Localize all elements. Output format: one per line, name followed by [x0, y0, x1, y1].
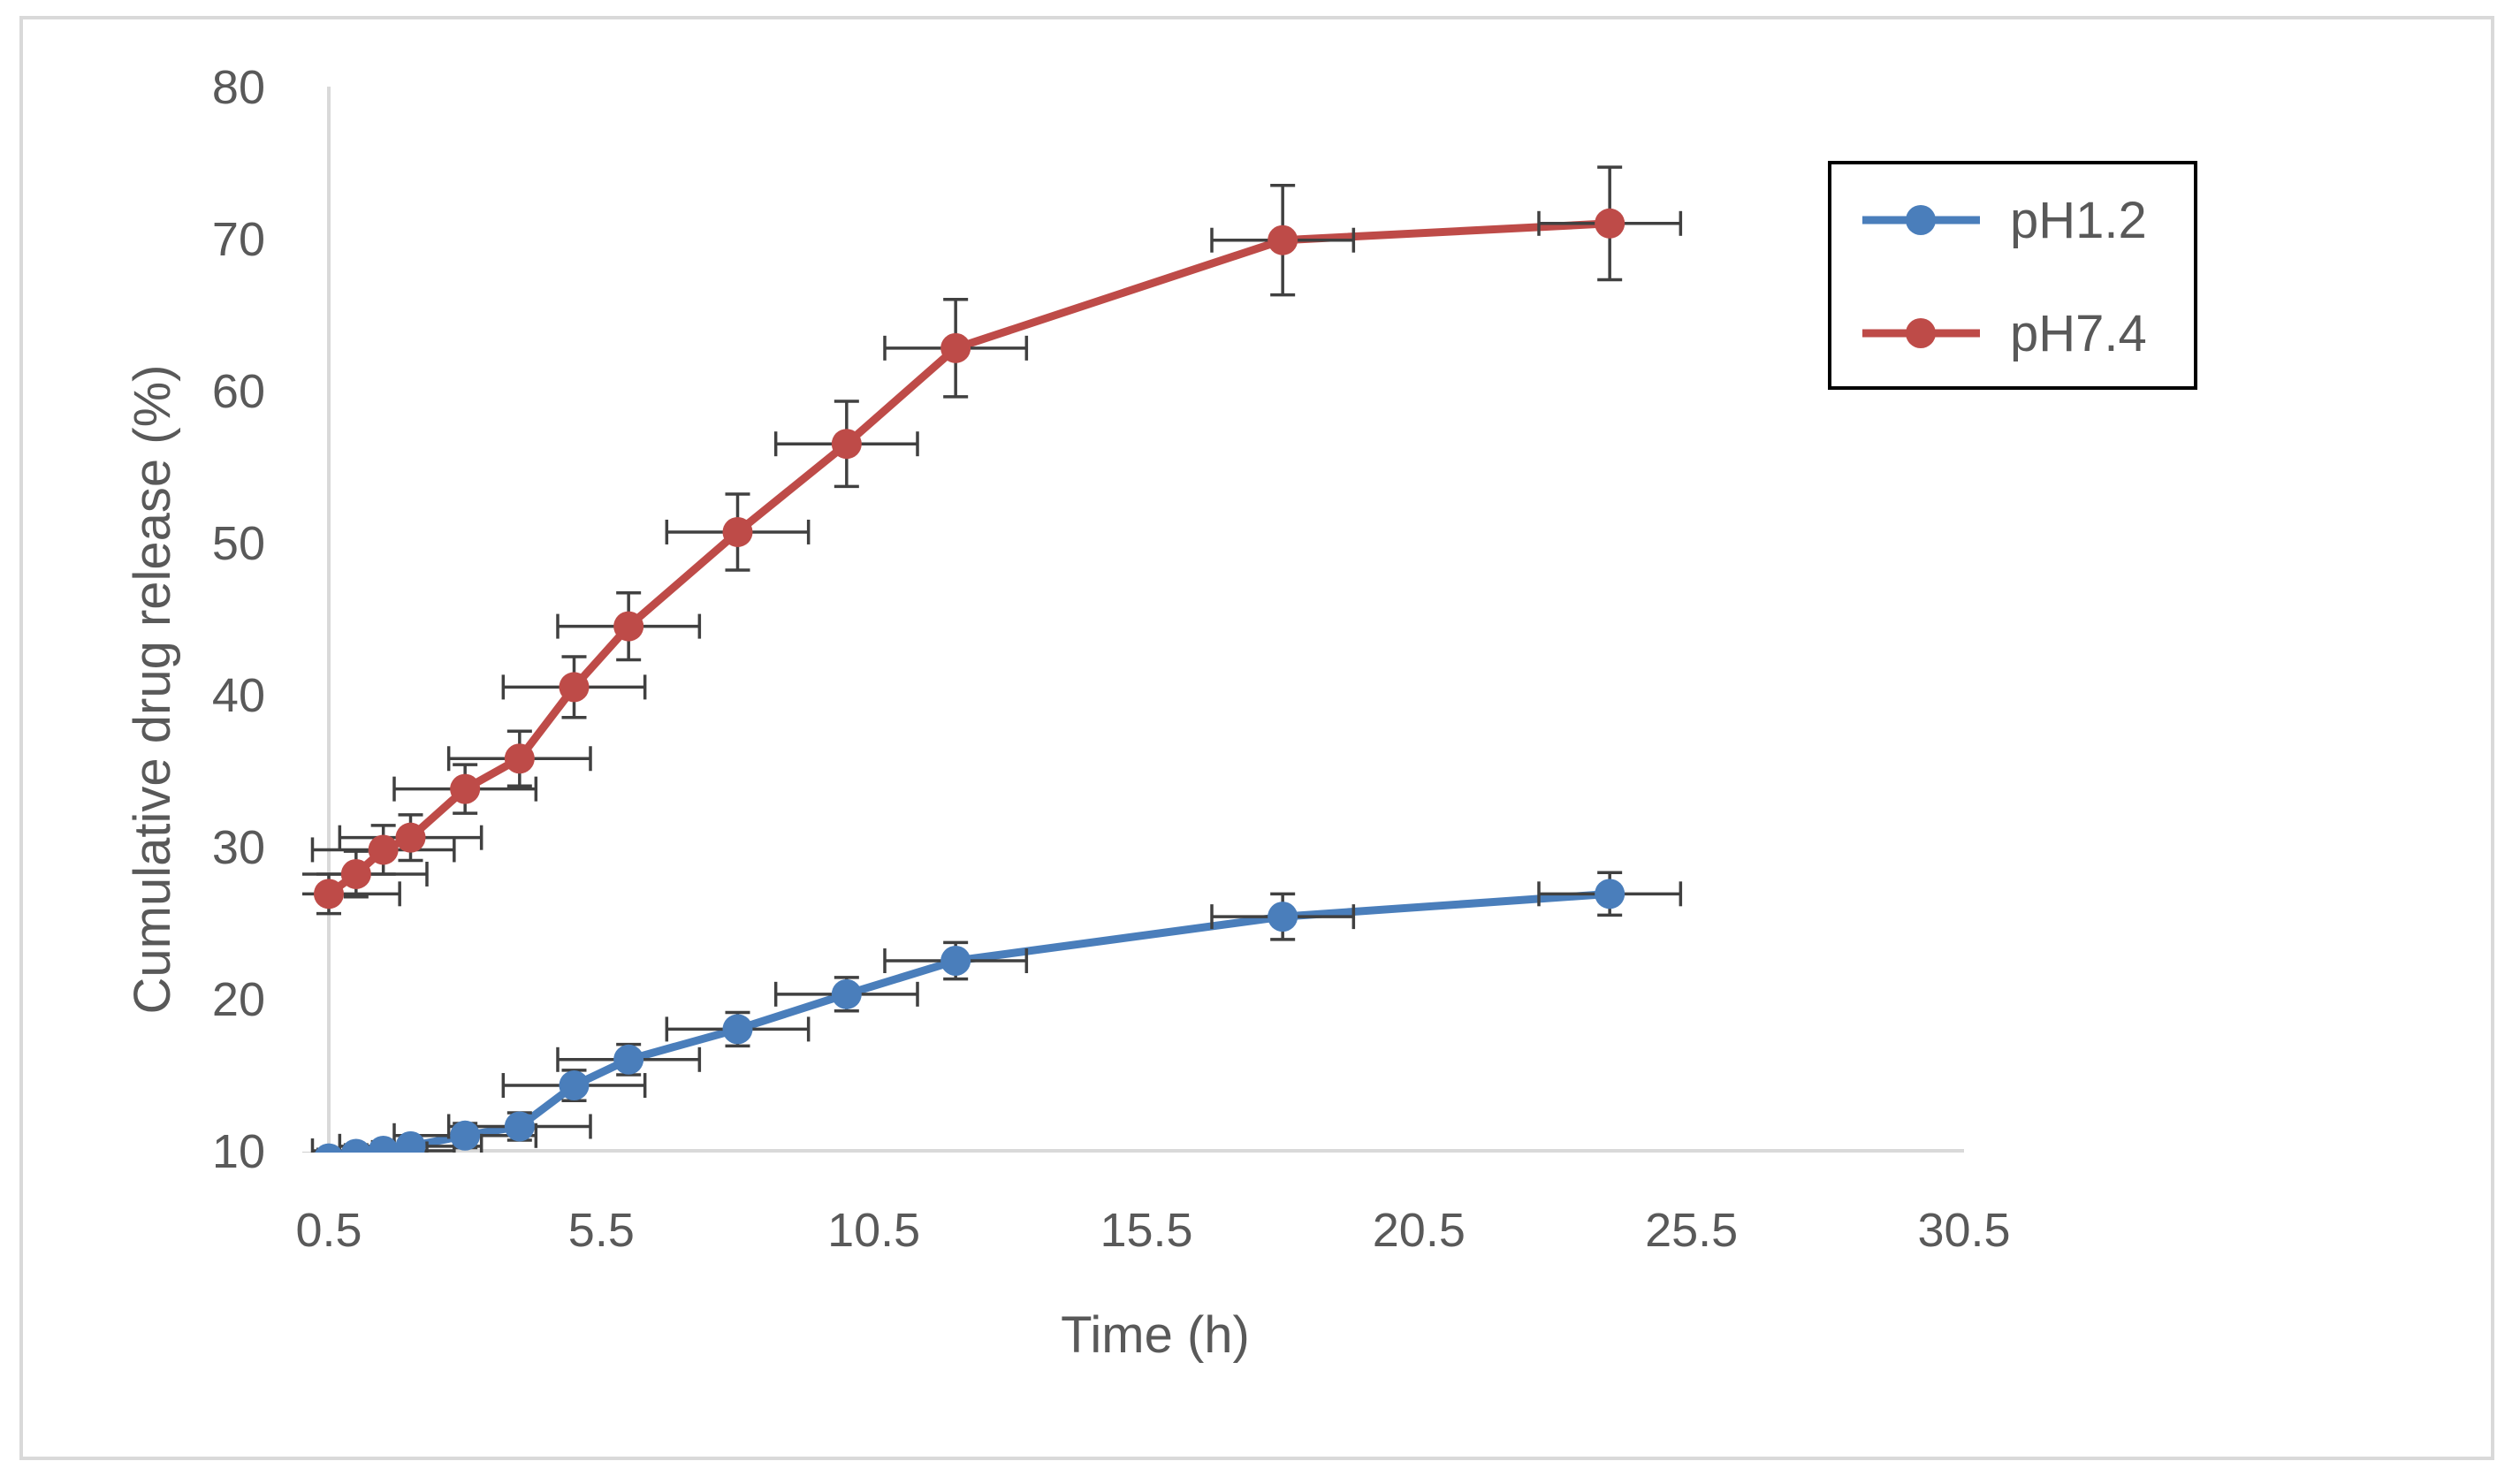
- legend-item: pH7.4: [1862, 305, 2147, 362]
- y-axis-title: Cumulative drug release (%): [124, 365, 181, 1015]
- data-point: [831, 429, 862, 460]
- x-tick-label: 0.5: [295, 1204, 362, 1257]
- y-tick-label: 50: [212, 517, 265, 570]
- x-tick-label: 30.5: [1917, 1204, 2010, 1257]
- data-point: [1595, 879, 1625, 909]
- data-point: [613, 611, 644, 642]
- data-point: [1268, 902, 1298, 932]
- data-point: [559, 672, 590, 703]
- data-point: [940, 946, 971, 976]
- x-tick-label: 25.5: [1645, 1204, 1738, 1257]
- y-tick-label: 60: [212, 365, 265, 418]
- data-point: [722, 516, 753, 547]
- legend-swatch-marker: [1906, 318, 1936, 348]
- data-point: [450, 773, 481, 804]
- data-point: [504, 1111, 535, 1142]
- legend-label: pH1.2: [2010, 192, 2147, 249]
- y-tick-label: 10: [212, 1125, 265, 1178]
- data-point: [395, 822, 426, 853]
- y-tick-label: 30: [212, 821, 265, 874]
- legend-swatch-marker: [1906, 205, 1936, 235]
- data-point: [340, 858, 371, 889]
- y-tick-label: 70: [212, 213, 265, 266]
- axes: [327, 87, 1964, 1153]
- data-point: [1595, 208, 1625, 239]
- data-point: [1268, 225, 1298, 255]
- legend-label: pH7.4: [2010, 305, 2147, 362]
- series-pH7.4: [302, 165, 1683, 916]
- data-point: [504, 743, 535, 774]
- x-tick-label: 10.5: [827, 1204, 920, 1257]
- data-point: [613, 1044, 644, 1075]
- series-layer: [302, 165, 1683, 1153]
- data-point: [831, 978, 862, 1009]
- data-point: [559, 1070, 590, 1101]
- data-point: [368, 1136, 399, 1153]
- data-point: [315, 1143, 343, 1153]
- data-point: [368, 834, 399, 865]
- data-point: [314, 879, 344, 909]
- y-tick-label: 40: [212, 669, 265, 722]
- legend: pH1.2 pH7.4: [1828, 161, 2197, 390]
- data-point: [722, 1014, 753, 1045]
- y-tick-labels: 10 20 30 40 50 60 70 80: [212, 61, 265, 1178]
- y-tick-label: 80: [212, 61, 265, 114]
- data-point: [340, 1138, 371, 1153]
- legend-item: pH1.2: [1862, 192, 2147, 249]
- legend-box: [1828, 161, 2197, 390]
- x-tick-label: 15.5: [1100, 1204, 1192, 1257]
- y-tick-label: 20: [212, 973, 265, 1026]
- series-pH1.2: [302, 871, 1683, 1153]
- data-point: [940, 332, 971, 363]
- x-tick-label: 5.5: [568, 1204, 635, 1257]
- data-point: [450, 1120, 481, 1151]
- x-axis-title: Time (h): [1061, 1306, 1250, 1364]
- series-line: [326, 219, 1610, 897]
- x-tick-label: 20.5: [1373, 1204, 1466, 1257]
- error-bar: [501, 655, 647, 719]
- data-point: [395, 1130, 426, 1153]
- x-tick-labels: 0.5 5.5 10.5 15.5 20.5 25.5 30.5: [295, 1204, 2010, 1257]
